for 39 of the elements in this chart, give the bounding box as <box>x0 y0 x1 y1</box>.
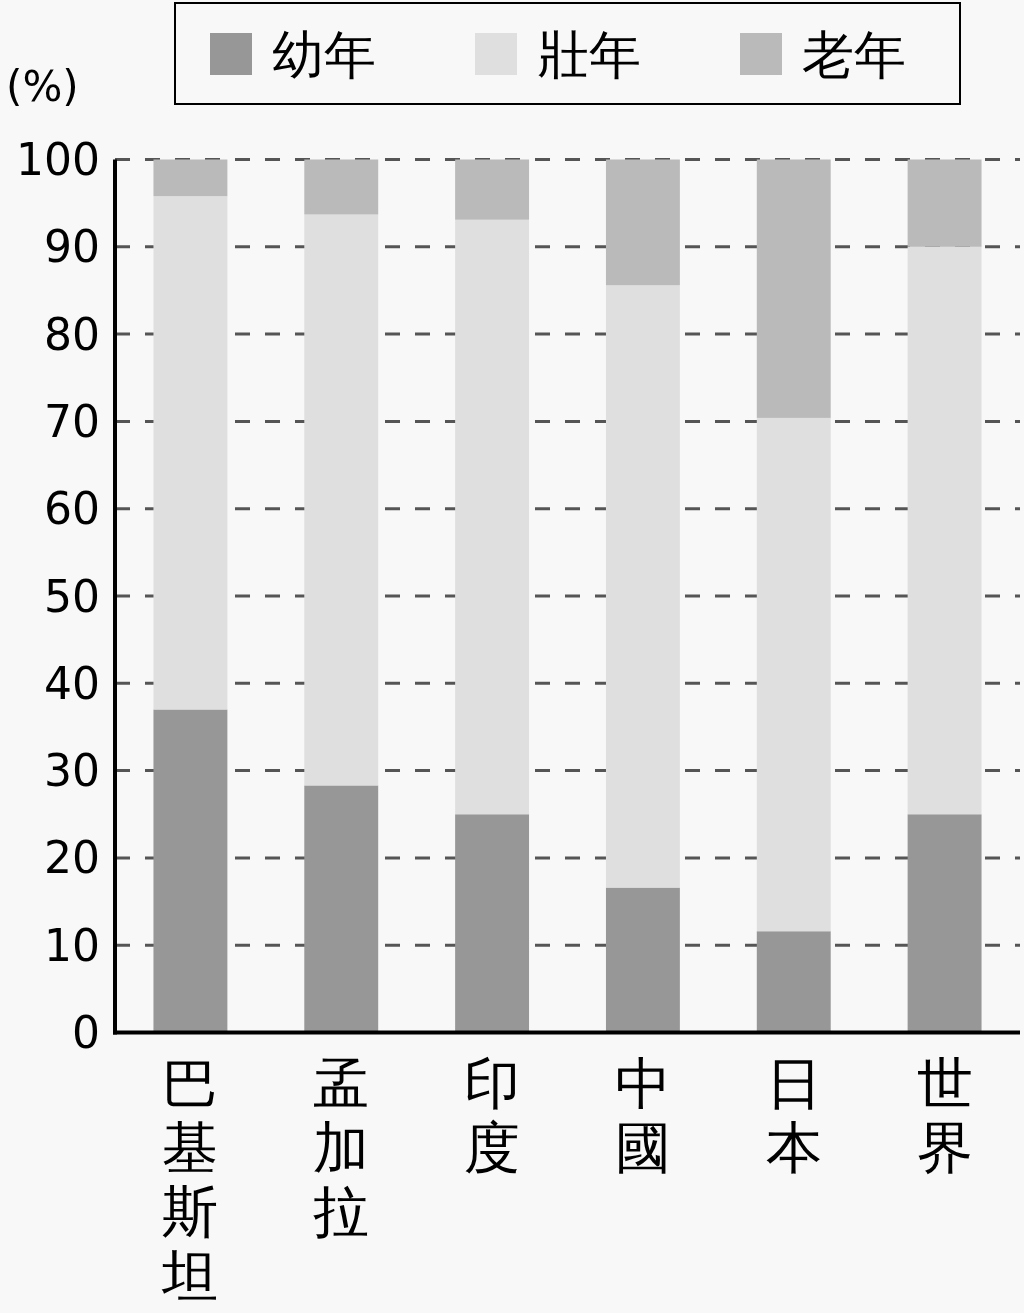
x-tick-label: 中國 <box>614 1050 671 1180</box>
bar <box>153 159 228 197</box>
bar <box>605 887 680 1033</box>
bar <box>605 159 680 286</box>
y-tick-label: 50 <box>44 570 100 622</box>
legend-label: 幼年 <box>272 25 376 85</box>
bar <box>455 219 530 815</box>
bar <box>907 159 982 247</box>
bar <box>455 159 530 220</box>
bar <box>304 785 379 1033</box>
y-tick-label: 80 <box>44 308 100 360</box>
x-tick-label: 巴基斯坦 <box>161 1050 219 1308</box>
y-tick-label: 60 <box>44 483 100 535</box>
bar <box>304 159 379 215</box>
bar <box>907 246 982 815</box>
bar <box>756 417 831 932</box>
bar <box>756 931 831 1033</box>
legend-label: 老年 <box>802 25 906 85</box>
x-tick-label: 印度 <box>464 1050 521 1180</box>
y-axis-title: (%) <box>6 61 79 111</box>
y-tick-label: 0 <box>72 1007 100 1058</box>
y-tick-label: 40 <box>44 657 100 709</box>
x-tick-label: 孟加拉 <box>313 1050 370 1244</box>
y-tick-label: 100 <box>16 134 100 185</box>
y-tick-label: 30 <box>44 745 100 797</box>
y-tick-label: 20 <box>44 832 100 884</box>
bar <box>756 159 831 418</box>
x-tick-label: 世界 <box>916 1050 973 1180</box>
y-tick-label: 90 <box>44 221 100 273</box>
legend-label: 壯年 <box>537 25 641 85</box>
bar <box>605 285 680 888</box>
bar <box>455 814 530 1033</box>
bar <box>153 709 228 1033</box>
x-tick-label: 日本 <box>765 1050 822 1180</box>
bar <box>304 214 379 786</box>
bar <box>153 196 228 710</box>
bar <box>907 814 982 1033</box>
y-tick-label: 70 <box>44 395 100 447</box>
y-tick-label: 10 <box>44 919 100 971</box>
